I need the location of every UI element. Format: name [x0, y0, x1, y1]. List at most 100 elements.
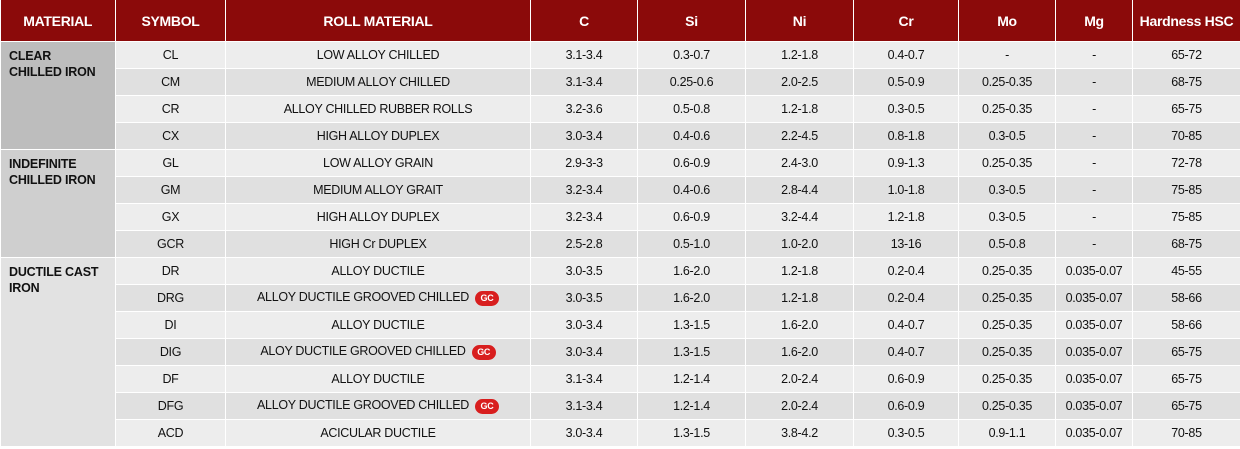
cell-text: 0.25-0.35: [981, 318, 1033, 332]
table-cell: 68-75: [1132, 230, 1240, 258]
table-cell: 0.3-0.5: [853, 95, 959, 123]
cell-text: 2.0-2.5: [781, 75, 818, 89]
cell-text: 72-78: [1171, 156, 1202, 170]
cell-text: 0.25-0.35: [981, 291, 1033, 305]
table-cell: LOW ALLOY GRAIN: [225, 149, 531, 177]
table-cell: 0.25-0.6: [637, 68, 746, 96]
cell-text: 0.25-0.35: [981, 156, 1033, 170]
cell-text: 0.5-0.9: [887, 75, 925, 89]
cell-text: 1.6-2.0: [781, 345, 818, 359]
cell-text: 3.8-4.2: [781, 426, 818, 440]
table-cell: 3.0-3.5: [530, 284, 638, 312]
cell-text: HIGH ALLOY DUPLEX: [316, 129, 440, 143]
cell-text: 0.5-0.8: [673, 102, 710, 116]
table-cell: 0.4-0.7: [853, 338, 959, 366]
column-header: Cr: [853, 0, 959, 42]
table-cell: GM: [115, 176, 226, 204]
cell-text: ALOY DUCTILE GROOVED CHILLED: [260, 344, 466, 359]
table-cell: MEDIUM ALLOY GRAIT: [225, 176, 531, 204]
cell-text: DRG: [157, 291, 184, 305]
table-cell: 0.9-1.3: [853, 149, 959, 177]
cell-text: 3.1-3.4: [565, 372, 603, 386]
table-cell: 70-85: [1132, 419, 1240, 447]
cell-text: 0.3-0.5: [887, 102, 925, 116]
table-cell: 3.2-4.4: [745, 203, 854, 231]
table-row: DFG ALLOY DUCTILE GROOVED CHILLED GC 3.1-3.…: [1, 392, 1240, 420]
table-cell: 0.2-0.4: [853, 284, 959, 312]
table-cell: 72-78: [1132, 149, 1240, 177]
table-cell: ALLOY DUCTILE GROOVED CHILLED GC: [225, 284, 531, 312]
table-cell: 0.4-0.6: [637, 122, 746, 150]
table-cell: CR: [115, 95, 226, 123]
gc-badge: GC: [474, 290, 499, 306]
cell-text: 3.2-4.4: [781, 210, 818, 224]
cell-text: 1.3-1.5: [673, 426, 710, 440]
cell-text: 1.2-1.4: [673, 399, 710, 413]
cell-text: 0.5-1.0: [673, 237, 710, 251]
table-row: ACD ACICULAR DUCTILE 3.0-3.4 1.3-1.5 3.8-4.2…: [1, 419, 1240, 447]
table-cell: 13-16: [853, 230, 959, 258]
cell-text: 2.5-2.8: [565, 237, 603, 251]
table-cell: 0.035-0.07: [1055, 311, 1133, 339]
table-cell: 2.0-2.4: [745, 392, 854, 420]
cell-text: -: [1092, 183, 1096, 197]
cell-text: 0.035-0.07: [1065, 399, 1123, 413]
cell-text: 1.0-2.0: [781, 237, 818, 251]
cell-text: -: [1092, 48, 1096, 62]
table-cell: 0.4-0.6: [637, 176, 746, 204]
cell-text: 2.4-3.0: [781, 156, 818, 170]
cell-text: 0.25-0.35: [981, 399, 1033, 413]
table-cell: 1.2-1.8: [745, 284, 854, 312]
table-cell: 0.035-0.07: [1055, 284, 1133, 312]
table-cell: 2.4-3.0: [745, 149, 854, 177]
cell-text: 2.0-2.4: [781, 399, 818, 413]
table-row: CLEAR CHILLED IRON CL LOW ALLOY CHILLED 3.1…: [0, 41, 1240, 150]
table-cell: 2.5-2.8: [530, 230, 638, 258]
table-cell: 0.6-0.9: [853, 365, 959, 393]
cell-text: 45-55: [1171, 264, 1202, 278]
cell-text: DF: [162, 372, 179, 386]
cell-text: 3.0-3.5: [565, 264, 603, 278]
column-header: MATERIAL: [0, 0, 116, 42]
table-cell: 0.035-0.07: [1055, 365, 1133, 393]
table-row: GCR HIGH Cr DUPLEX 2.5-2.8 0.5-1.0 1.0-2.0 13…: [1, 230, 1240, 258]
table-cell: 3.1-3.4: [530, 392, 638, 420]
material-cell: DUCTILE CAST IRON: [0, 257, 116, 447]
table-cell: 0.6-0.9: [637, 149, 746, 177]
table-cell: 58-66: [1132, 311, 1240, 339]
table-cell: 0.3-0.5: [958, 176, 1056, 204]
cell-text: 13-16: [890, 237, 922, 251]
table-cell: ALLOY DUCTILE: [225, 365, 531, 393]
cell-text: 70-85: [1171, 426, 1202, 440]
table-cell: 0.3-0.7: [637, 41, 746, 69]
material-cell: CLEAR CHILLED IRON: [0, 41, 116, 150]
table-cell: ALLOY DUCTILE: [225, 257, 531, 285]
cell-text: -: [1005, 48, 1009, 62]
table-cell: 3.8-4.2: [745, 419, 854, 447]
cell-text: ACD: [157, 426, 184, 440]
table-cell: HIGH Cr DUPLEX: [225, 230, 531, 258]
cell-text: MEDIUM ALLOY GRAIT: [313, 183, 443, 197]
table-cell: 0.25-0.35: [958, 338, 1056, 366]
table-cell: DRG: [115, 284, 226, 312]
cell-text: 1.3-1.5: [673, 345, 710, 359]
cell-text: 58-66: [1171, 291, 1202, 305]
table-cell: 1.0-1.8: [853, 176, 959, 204]
cell-text: -: [1092, 156, 1096, 170]
cell-text: 3.0-3.5: [565, 291, 603, 305]
cell-text: 0.4-0.7: [887, 318, 925, 332]
table-cell: 3.2-3.4: [530, 176, 638, 204]
table-cell: 1.2-1.8: [853, 203, 959, 231]
table-cell: DF: [115, 365, 226, 393]
cell-text: 0.25-0.35: [981, 345, 1033, 359]
table-cell: 1.6-2.0: [745, 338, 854, 366]
table-cell: GX: [115, 203, 226, 231]
table-cell: 0.2-0.4: [853, 257, 959, 285]
cell-text: 3.0-3.4: [565, 129, 603, 143]
table-cell: 1.3-1.5: [637, 419, 746, 447]
cell-text: DFG: [157, 399, 184, 413]
cell-text: 0.8-1.8: [887, 129, 925, 143]
table-cell: -: [1055, 95, 1133, 123]
cell-text: ALLOY DUCTILE: [331, 264, 425, 278]
